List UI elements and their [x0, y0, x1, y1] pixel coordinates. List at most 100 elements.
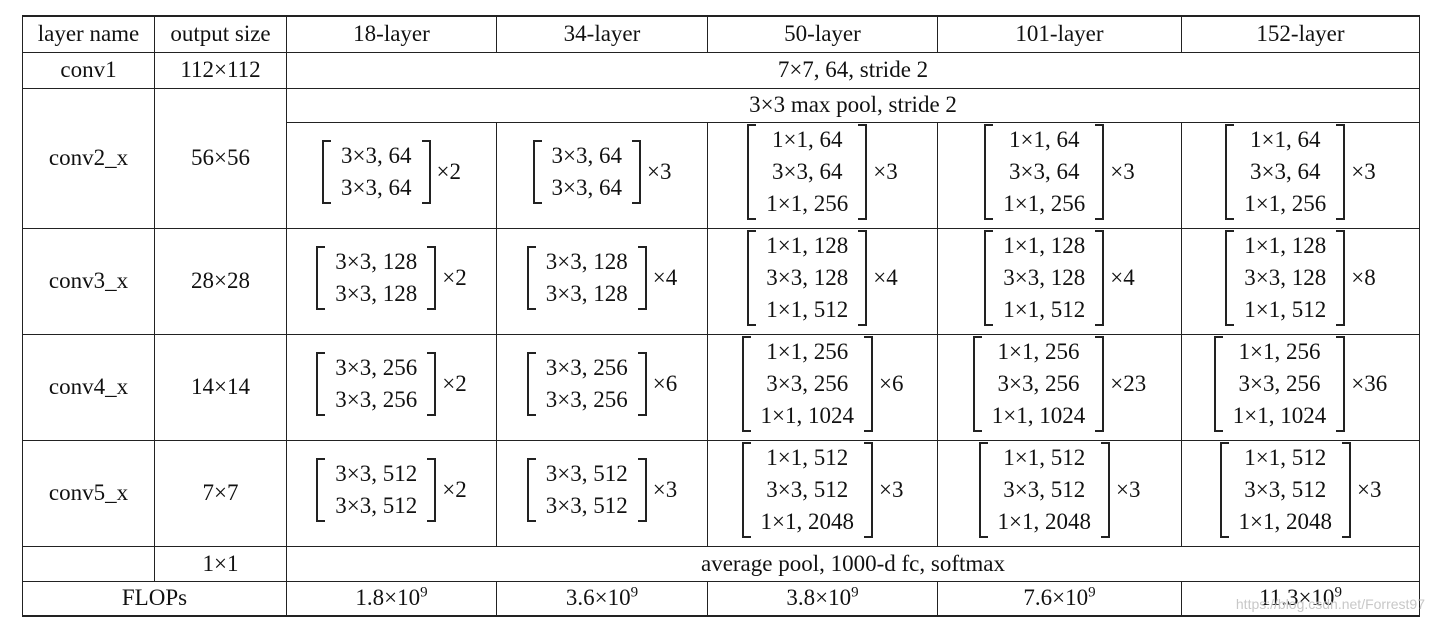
- block-line: 3×3, 256: [545, 355, 628, 380]
- right-bracket: [1095, 230, 1105, 326]
- residual-block: 1×1, 256 3×3, 256 1×1, 1024 ×6: [741, 336, 903, 432]
- block-line: 1×1, 64: [772, 127, 843, 152]
- repeat-count: ×3: [1116, 477, 1141, 502]
- residual-block: 1×1, 512 3×3, 512 1×1, 2048 ×3: [978, 442, 1141, 538]
- block-cell: 3×3, 512 3×3, 512 ×2: [286, 439, 497, 547]
- block-lines: 1×1, 256 3×3, 256 1×1, 1024: [1233, 336, 1326, 432]
- block-lines: 1×1, 128 3×3, 128 1×1, 512: [1003, 230, 1085, 326]
- block-line: 3×3, 256: [766, 371, 849, 396]
- block-lines: 1×1, 64 3×3, 64 1×1, 256: [766, 124, 848, 220]
- block-lines: 1×1, 512 3×3, 512 1×1, 2048: [761, 442, 854, 538]
- stage-row: conv5_x 7×7 3×3, 512 3×3, 512 ×2 3×3, 512 3×3,…: [22, 439, 1420, 547]
- block-cell: 1×1, 512 3×3, 512 1×1, 2048 ×3: [1181, 439, 1420, 547]
- block-line: 1×1, 512: [1003, 445, 1086, 470]
- block-cell: 1×1, 512 3×3, 512 1×1, 2048 ×3: [707, 439, 938, 547]
- header-34-layer: 34-layer: [496, 15, 708, 53]
- residual-block: 1×1, 512 3×3, 512 1×1, 2048 ×3: [741, 442, 903, 538]
- block-line: 1×1, 64: [1009, 127, 1080, 152]
- repeat-count: ×6: [652, 371, 678, 396]
- residual-block: 3×3, 128 3×3, 128 ×2: [316, 246, 467, 310]
- final-name: [22, 545, 155, 582]
- repeat-count: ×2: [442, 477, 467, 502]
- block-line: 3×3, 128: [545, 281, 628, 306]
- block-cell: 3×3, 64 3×3, 64 ×2: [286, 121, 497, 229]
- block-lines: 1×1, 512 3×3, 512 1×1, 2048: [998, 442, 1091, 538]
- flops-base: 1.8×10: [355, 585, 421, 611]
- block-line: 1×1, 128: [1244, 233, 1327, 258]
- left-bracket: [984, 230, 994, 326]
- residual-block: 1×1, 128 3×3, 128 1×1, 512 ×4: [747, 230, 898, 326]
- left-bracket: [741, 336, 751, 432]
- left-bracket: [747, 230, 757, 326]
- stage-name: conv2_x: [22, 87, 155, 229]
- block-line: 1×1, 512: [1244, 445, 1327, 470]
- residual-block: 1×1, 64 3×3, 64 1×1, 256 ×3: [984, 124, 1135, 220]
- stage-name: conv4_x: [22, 333, 155, 441]
- repeat-count: ×2: [442, 265, 467, 290]
- block-cell: 3×3, 256 3×3, 256 ×2: [286, 333, 497, 441]
- block-lines: 3×3, 64 3×3, 64: [341, 140, 411, 204]
- right-bracket: [421, 140, 431, 204]
- flops-base: 3.6×10: [565, 585, 631, 611]
- repeat-count: ×2: [442, 371, 467, 396]
- block-line: 1×1, 64: [1250, 127, 1321, 152]
- block-lines: 3×3, 512 3×3, 512: [335, 458, 417, 522]
- flops-exponent: 9: [420, 584, 428, 601]
- block-cell: 3×3, 512 3×3, 512 ×3: [496, 439, 708, 547]
- block-line: 3×3, 256: [1238, 371, 1321, 396]
- residual-block: 3×3, 256 3×3, 256 ×2: [316, 352, 467, 416]
- block-line: 3×3, 256: [545, 387, 628, 412]
- block-lines: 1×1, 512 3×3, 512 1×1, 2048: [1239, 442, 1332, 538]
- header-18-layer: 18-layer: [286, 15, 497, 53]
- flops-value: 11.3×109: [1181, 580, 1420, 617]
- left-bracket: [747, 124, 757, 220]
- right-bracket: [427, 352, 437, 416]
- flops-value: 3.8×109: [707, 580, 938, 617]
- right-bracket: [1336, 124, 1346, 220]
- stage-size: 28×28: [154, 227, 287, 335]
- flops-row: FLOPs 1.8×109 3.6×109 3.8×109 7.6×109 11.3×10…: [22, 580, 1420, 617]
- block-cell: 1×1, 64 3×3, 64 1×1, 256 ×3: [707, 121, 938, 229]
- right-bracket: [637, 246, 647, 310]
- header-output-size: output size: [154, 15, 287, 53]
- stage-row: conv3_x 28×28 3×3, 128 3×3, 128 ×2 3×3, 128 3×…: [22, 227, 1420, 335]
- watermark: https://blog.csdn.net/Forrest97: [1235, 596, 1425, 612]
- flops-exponent: 9: [1334, 584, 1342, 601]
- flops-exponent: 9: [630, 584, 639, 601]
- left-bracket: [1225, 124, 1235, 220]
- block-line: 3×3, 512: [1244, 477, 1327, 502]
- block-lines: 3×3, 512 3×3, 512: [546, 458, 628, 522]
- stage-size: 7×7: [154, 439, 287, 547]
- right-bracket: [1336, 230, 1346, 326]
- residual-block: 3×3, 128 3×3, 128 ×4: [526, 246, 677, 310]
- repeat-count: ×3: [652, 477, 678, 502]
- block-line: 3×3, 512: [1003, 477, 1086, 502]
- residual-block: 1×1, 512 3×3, 512 1×1, 2048 ×3: [1219, 442, 1381, 538]
- block-line: 1×1, 256: [766, 191, 849, 216]
- block-line: 3×3, 64: [772, 159, 843, 184]
- header-101-layer: 101-layer: [937, 15, 1182, 53]
- block-lines: 1×1, 256 3×3, 256 1×1, 1024: [761, 336, 854, 432]
- block-line: 3×3, 256: [335, 355, 418, 380]
- repeat-count: ×8: [1351, 265, 1376, 290]
- final-spec: average pool, 1000-d fc, softmax: [286, 545, 1420, 582]
- block-cell: 1×1, 128 3×3, 128 1×1, 512 ×4: [937, 227, 1182, 335]
- block-cell: 3×3, 64 3×3, 64 ×3: [496, 121, 708, 229]
- residual-block: 1×1, 128 3×3, 128 1×1, 512 ×8: [1225, 230, 1376, 326]
- repeat-count: ×3: [1110, 159, 1135, 184]
- block-line: 3×3, 512: [766, 477, 849, 502]
- block-line: 1×1, 256: [766, 339, 849, 364]
- right-bracket: [637, 352, 647, 416]
- block-line: 3×3, 512: [545, 493, 628, 518]
- repeat-count: ×3: [647, 159, 672, 184]
- final-size: 1×1: [154, 545, 287, 582]
- flops-base: 3.8×10: [786, 585, 852, 611]
- right-bracket: [632, 140, 641, 204]
- block-line: 1×1, 2048: [760, 509, 854, 534]
- repeat-count: ×3: [1351, 159, 1376, 184]
- block-cell: 1×1, 256 3×3, 256 1×1, 1024 ×23: [937, 333, 1182, 441]
- resnet-architecture-table: layer name output size 18-layer 34-layer…: [22, 15, 1420, 617]
- block-line: 3×3, 64: [1009, 159, 1080, 184]
- repeat-count: ×36: [1351, 371, 1388, 396]
- flops-value: 7.6×109: [937, 580, 1182, 617]
